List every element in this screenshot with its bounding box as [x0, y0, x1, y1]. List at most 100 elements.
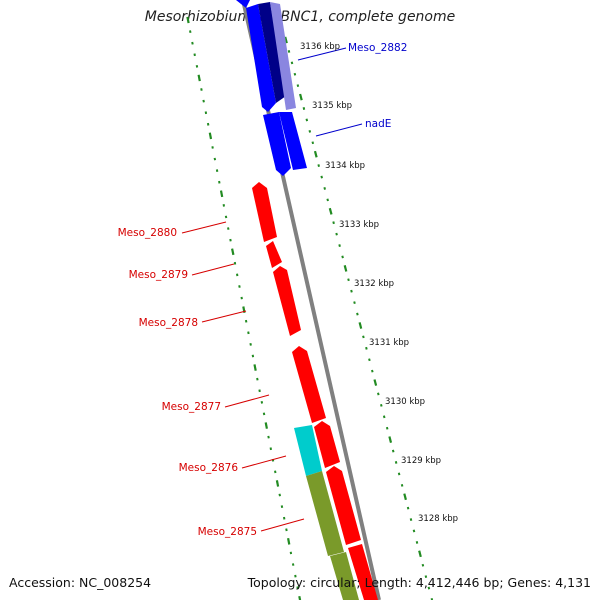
gene-meso-2882[interactable] [246, 4, 276, 112]
outer-track-minor-tick [427, 586, 431, 590]
inner-track-minor-tick [244, 319, 248, 323]
inner-track-minor-tick [285, 528, 288, 532]
gene-bottom-red [348, 544, 378, 600]
label-leaders [181, 47, 363, 532]
inner-track-minor-tick [206, 122, 210, 126]
gene-meso-2876-rna[interactable] [294, 425, 322, 476]
outer-track-minor-tick [412, 529, 416, 533]
outer-track-minor-tick [394, 461, 398, 464]
inner-track-major-tick [186, 16, 190, 24]
label-meso-2882[interactable]: Meso_2882 [348, 42, 407, 54]
outer-track-minor-tick [338, 244, 341, 247]
scale-label-3129: 3129 kbp [401, 456, 441, 466]
forward-strand-genes [236, 0, 307, 176]
outer-track-minor-tick [302, 107, 306, 110]
label-meso-2875[interactable]: Meso_2875 [198, 526, 257, 538]
accession-text: Accession: NC_008254 [9, 575, 152, 590]
outer-track-minor-tick [365, 346, 368, 350]
label-meso-2880[interactable]: Meso_2880 [118, 227, 177, 239]
outer-tick-track [284, 36, 434, 600]
scale-label-3131: 3131 kbp [369, 338, 409, 348]
outer-track-minor-tick [353, 301, 356, 305]
outer-track-minor-tick [320, 175, 323, 179]
outer-track-minor-tick [409, 518, 413, 521]
inner-track-minor-tick [191, 41, 194, 45]
gene-bottom-other [330, 552, 359, 600]
outer-track-minor-tick [290, 61, 294, 65]
inner-track-major-tick [298, 595, 302, 600]
inner-track-major-tick [264, 422, 268, 429]
scale-label-3130: 3130 kbp [385, 397, 425, 407]
gene-meso-2882-dark [258, 2, 286, 103]
outer-track-minor-tick [400, 483, 404, 487]
gene-meso-2882-light [270, 2, 296, 110]
inner-track-minor-tick [267, 435, 270, 439]
label-meso-2879[interactable]: Meso_2879 [129, 269, 188, 281]
outer-track-minor-tick [323, 187, 326, 190]
outer-track-minor-tick [326, 198, 329, 202]
outer-track-major-tick [358, 322, 363, 329]
outer-track-major-tick [388, 436, 393, 443]
outer-track-minor-tick [356, 312, 359, 316]
gene-meso-2875-red[interactable] [326, 466, 361, 545]
outer-track-minor-tick [332, 221, 335, 225]
inner-track-minor-tick [224, 215, 228, 219]
gene-meso-2876-red[interactable] [314, 421, 340, 468]
inner-track-major-tick [197, 74, 201, 82]
reverse-strand-genes [252, 182, 378, 600]
inner-track-minor-tick [274, 470, 277, 474]
outer-track-major-tick [343, 265, 348, 272]
scale-label-3136: 3136 kbp [300, 42, 340, 52]
outer-track-minor-tick [287, 50, 291, 53]
gene-meso-2875-other[interactable] [306, 471, 344, 556]
outer-track-minor-tick [391, 449, 395, 453]
outer-track-minor-tick [311, 141, 315, 145]
outer-track-major-tick [418, 550, 422, 558]
outer-track-minor-tick [382, 415, 386, 419]
inner-track-minor-tick [291, 563, 295, 566]
outer-track-minor-tick [415, 540, 419, 544]
outer-track-minor-tick [347, 278, 350, 282]
scale-label-3128: 3128 kbp [418, 514, 458, 524]
gene-nade[interactable] [263, 112, 291, 176]
outer-track-minor-tick [317, 164, 320, 168]
outer-track-minor-tick [385, 426, 389, 430]
gene-meso-2879[interactable] [266, 241, 282, 268]
gene-labels: Meso_2882 nadE Meso_2880 Meso_2879 Meso_… [118, 42, 408, 538]
inner-track-minor-tick [262, 412, 266, 416]
inner-track-minor-tick [278, 493, 281, 497]
label-nade[interactable]: nadE [365, 118, 391, 130]
inner-track-minor-tick [189, 30, 192, 34]
inner-track-major-tick [231, 248, 235, 256]
label-meso-2876[interactable]: Meso_2876 [179, 462, 239, 474]
outer-track-minor-tick [377, 392, 380, 396]
gene-meso-2880[interactable] [252, 182, 277, 242]
outer-track-minor-tick [305, 118, 309, 122]
gene-meso-2877[interactable] [292, 346, 326, 423]
gene-nade-light [279, 112, 307, 170]
inner-track-minor-tick [195, 64, 199, 68]
outer-track-minor-tick [335, 232, 338, 236]
inner-track-minor-tick [202, 99, 205, 103]
inner-track-major-tick [287, 537, 291, 545]
label-meso-2878[interactable]: Meso_2878 [139, 317, 198, 329]
inner-track-minor-tick [280, 505, 284, 509]
gene-meso-2878[interactable] [273, 266, 301, 336]
outer-track-major-tick [328, 207, 333, 215]
outer-track-minor-tick [397, 472, 401, 476]
outer-track-major-tick [284, 36, 288, 44]
outer-track-minor-tick [421, 563, 425, 567]
outer-track-minor-tick [308, 129, 312, 133]
inner-track-minor-tick [296, 586, 299, 590]
outer-track-minor-tick [296, 84, 300, 88]
outer-track-minor-tick [362, 335, 365, 339]
scale-label-3135: 3135 kbp [312, 101, 352, 111]
outer-track-minor-tick [371, 369, 374, 373]
inner-tick-track [186, 16, 302, 600]
scale-label-3134: 3134 kbp [325, 161, 365, 171]
outer-track-minor-tick [368, 358, 371, 362]
scale-labels: 3136 kbp 3135 kbp 3134 kbp 3133 kbp 3132… [300, 42, 458, 524]
inner-track-minor-tick [249, 342, 252, 346]
outer-track-minor-tick [293, 72, 297, 76]
label-meso-2877[interactable]: Meso_2877 [162, 401, 221, 413]
